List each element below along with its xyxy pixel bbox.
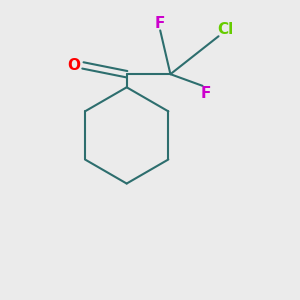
Text: O: O [68, 58, 81, 73]
Text: F: F [200, 86, 211, 101]
Text: F: F [155, 16, 165, 31]
Text: Cl: Cl [218, 22, 234, 37]
